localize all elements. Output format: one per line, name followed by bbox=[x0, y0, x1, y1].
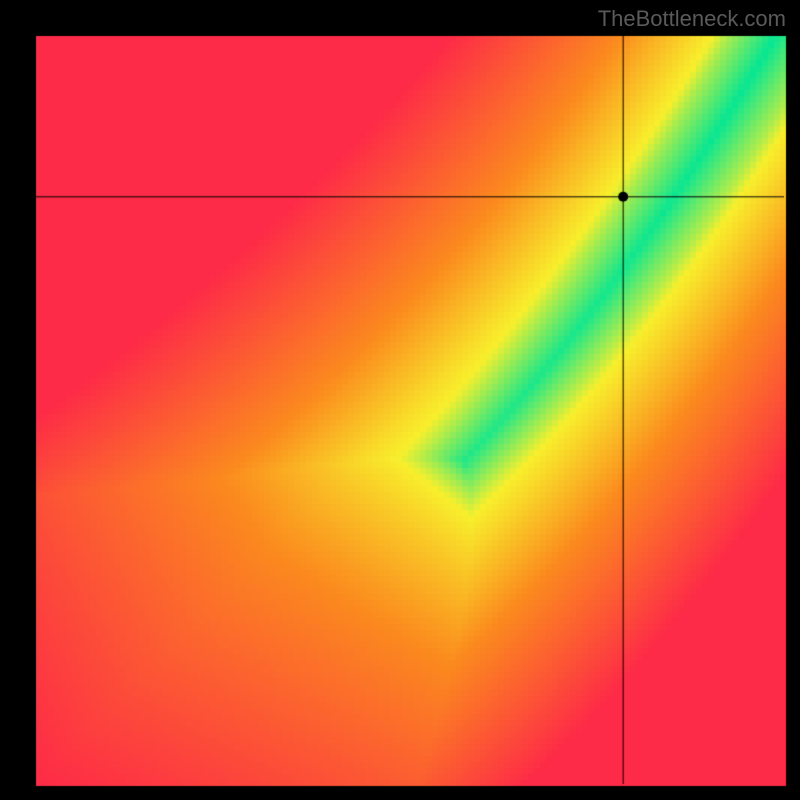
bottleneck-heatmap bbox=[0, 0, 800, 800]
watermark-text: TheBottleneck.com bbox=[598, 6, 786, 32]
chart-container: TheBottleneck.com bbox=[0, 0, 800, 800]
